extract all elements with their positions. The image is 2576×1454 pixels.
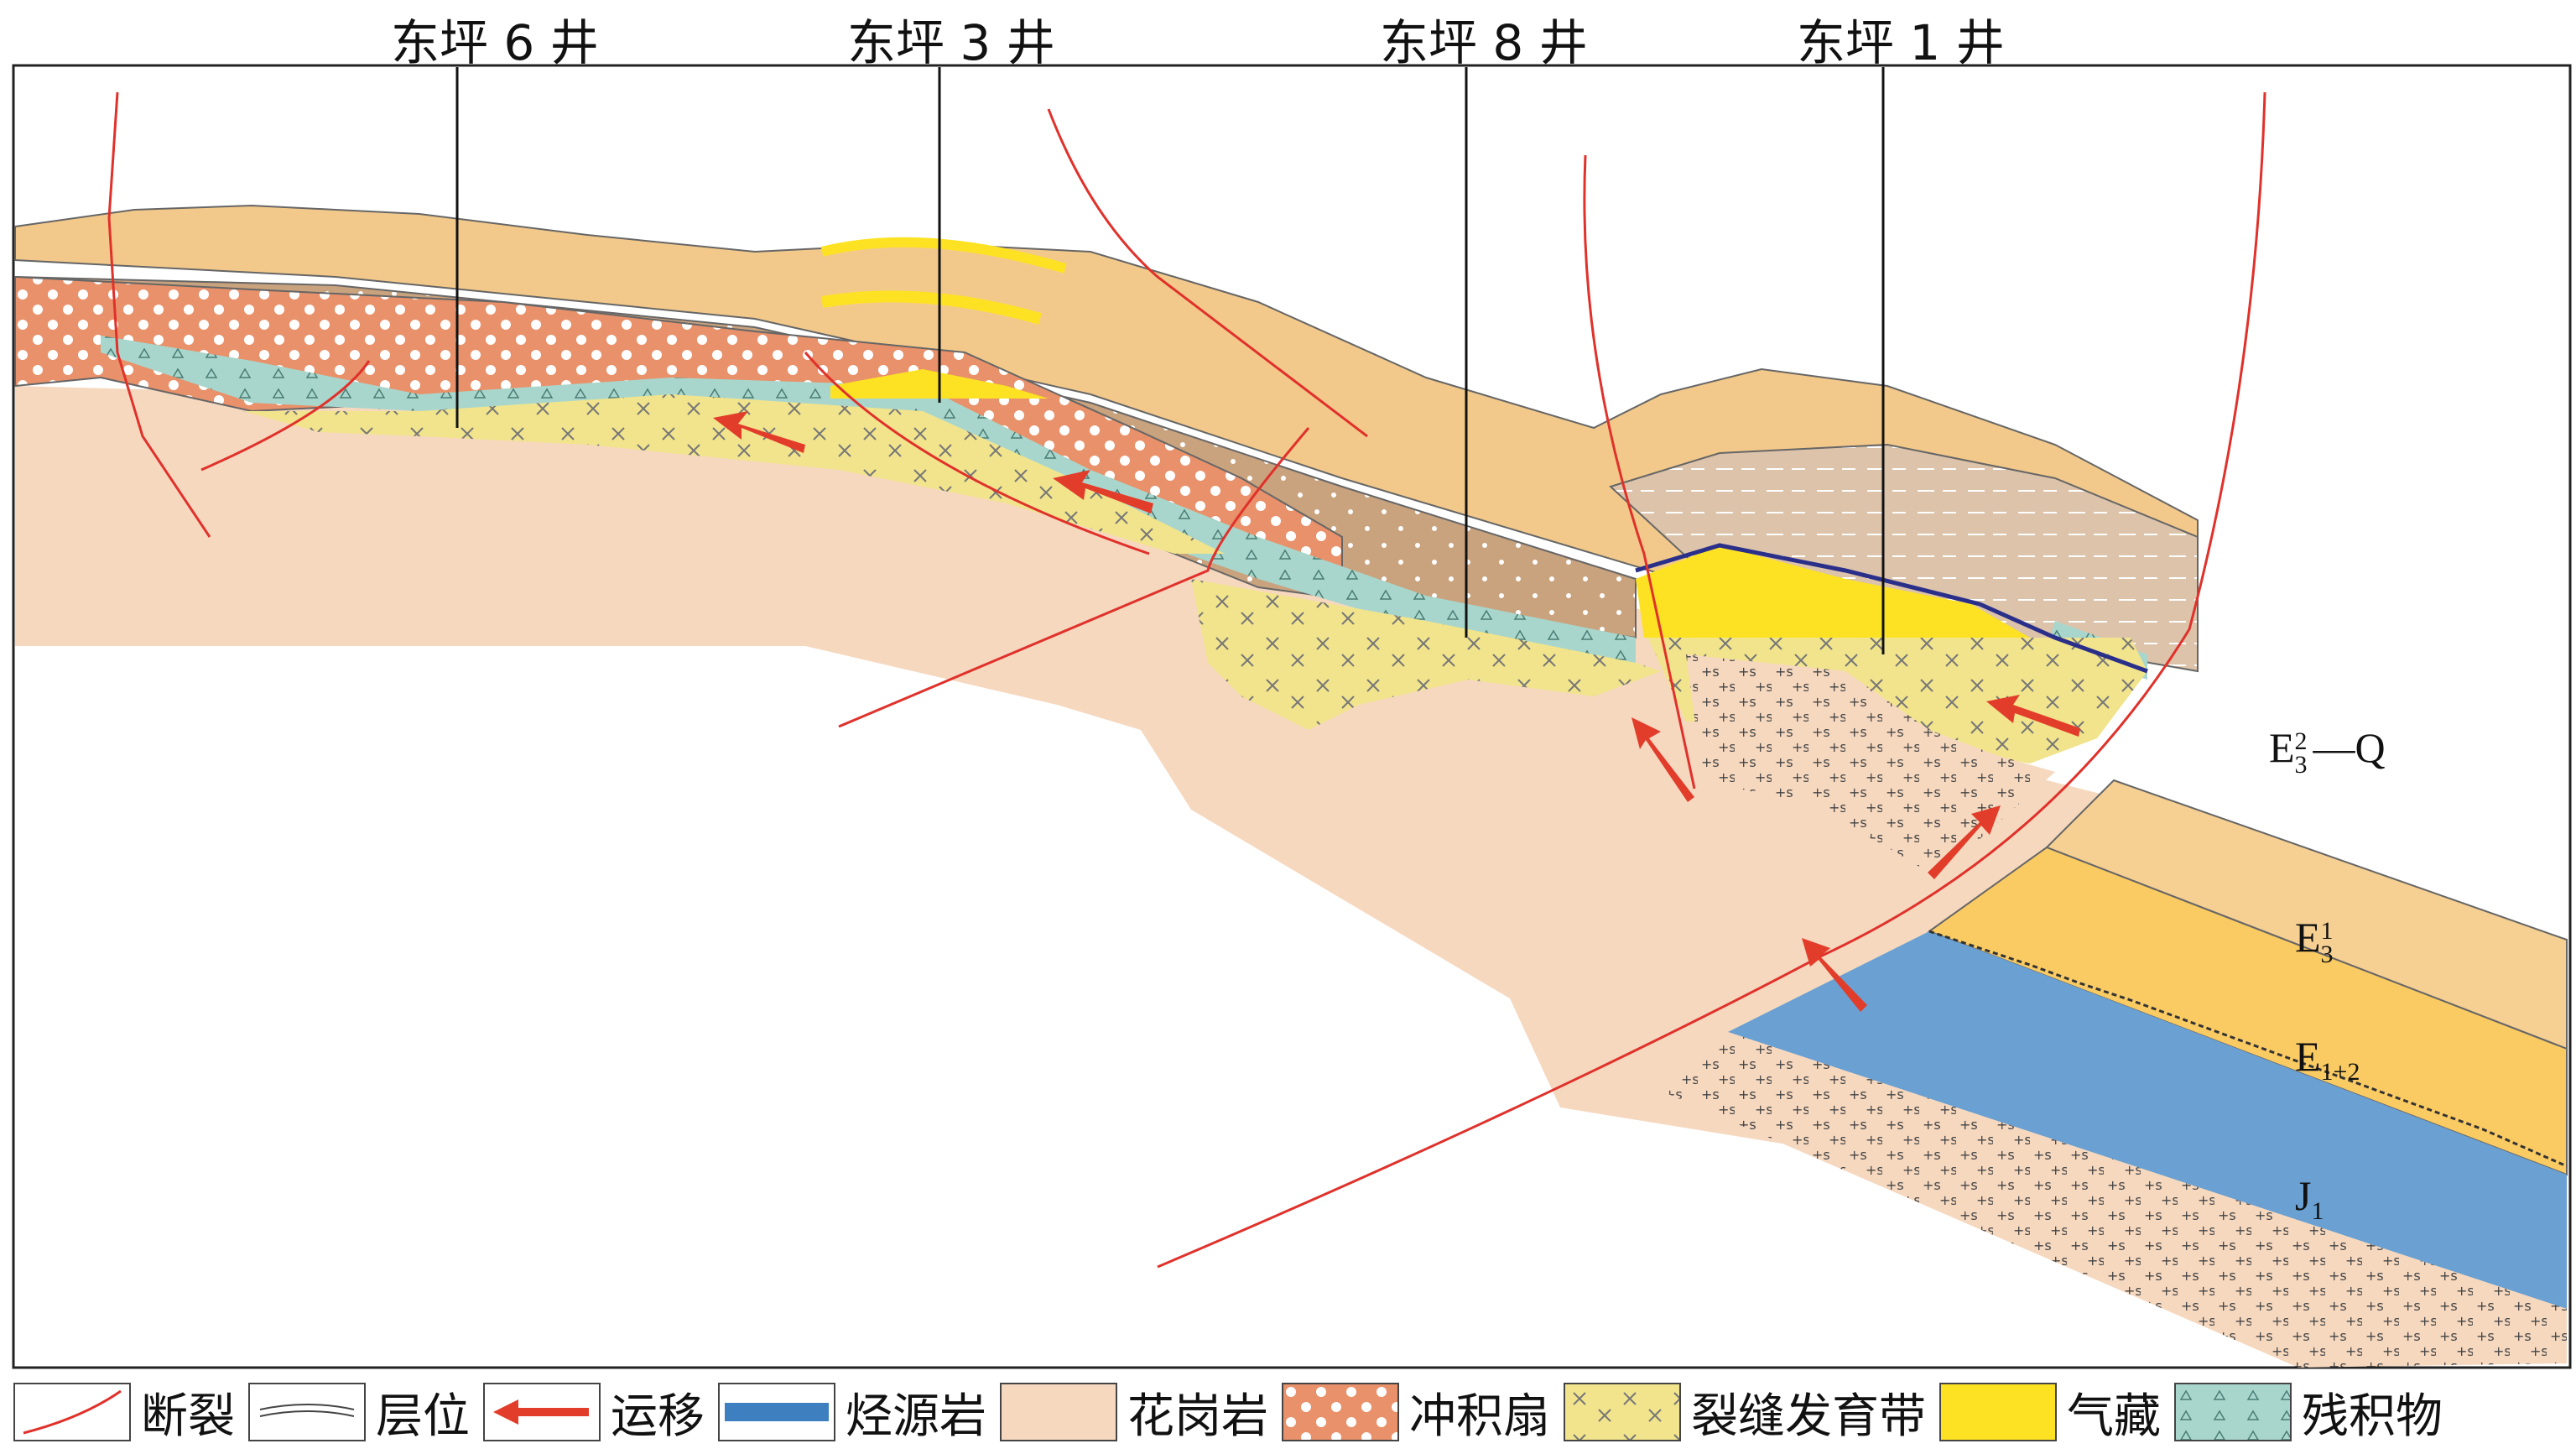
fracture-swatch [1564, 1383, 1681, 1441]
legend-label-migration: 运移 [611, 1389, 705, 1444]
fan-swatch [1282, 1383, 1399, 1441]
fault-f4 [200, 360, 371, 472]
residual-deposits [101, 336, 1636, 663]
migration-arrow-1 [713, 411, 805, 453]
fracture-zone-west [243, 394, 1225, 554]
well-label-dongping8: 东坪 8 井 [1380, 14, 1588, 71]
fault-f2 [1047, 108, 1368, 438]
legend-item-fan: 冲积扇 [1282, 1378, 1550, 1446]
layer-j1-granite-weathered [1661, 1032, 2567, 1368]
legend-item-source: 烃源岩 [718, 1378, 986, 1446]
residual-swatch [2174, 1383, 2292, 1441]
fault-f3 [804, 352, 1150, 555]
weathered-granite-east [1686, 654, 2055, 873]
unconformity-line [1928, 930, 2568, 1168]
layer-j1-source [1728, 931, 2567, 1309]
legend-label-gas: 气藏 [2067, 1389, 2161, 1444]
migration-arrow-6 [1802, 938, 1867, 1012]
legend-item-gas: 气藏 [1939, 1378, 2161, 1446]
legend-label-fan: 冲积扇 [1409, 1389, 1550, 1444]
fracture-zone-middle [1191, 579, 1661, 730]
legend-item-fault: 断裂 [13, 1378, 235, 1446]
upper-cover-layer [14, 204, 2199, 639]
source-rock-line [1635, 543, 2148, 674]
migration-arrow-4 [1631, 717, 1694, 802]
gas-reservoir-dongping1 [1636, 545, 2030, 638]
legend-label-fracture: 裂缝发育带 [1691, 1389, 1926, 1444]
migration-arrow-5 [1928, 805, 2001, 879]
legend-item-granite: 花岗岩 [1000, 1378, 1268, 1446]
legend-label-horizon: 层位 [376, 1389, 470, 1444]
source-swatch [718, 1383, 835, 1441]
migration-swatch [483, 1383, 601, 1441]
strat-label-e1-2: E1+2 [2295, 1033, 2360, 1086]
legend-label-source: 烃源岩 [846, 1389, 986, 1444]
gas-sliver-middle [820, 290, 1042, 325]
well-label-dongping6: 东坪 6 井 [391, 14, 599, 71]
legend: 断裂 层位 运移 烃源岩 花岗岩 冲积扇 裂缝发育带 气藏 [13, 1374, 2563, 1450]
fault-main [1157, 91, 2266, 1269]
horizon-swatch [248, 1383, 366, 1441]
legend-item-horizon: 层位 [248, 1378, 470, 1446]
migration-arrow-3 [1986, 695, 2080, 737]
legend-label-fault: 断裂 [141, 1389, 235, 1444]
migration-arrows [713, 411, 2080, 1012]
fracture-zone-east [1644, 629, 2147, 763]
well-label-dongping3: 东坪 3 井 [847, 14, 1055, 71]
well-label-dongping1: 东坪 1 井 [1797, 14, 2005, 71]
legend-label-residual: 残积物 [2302, 1389, 2443, 1444]
migration-arrow-2 [1053, 470, 1153, 513]
legend-item-migration: 运移 [483, 1378, 705, 1446]
fault-swatch [13, 1383, 131, 1441]
gas-swatch [1939, 1383, 2057, 1441]
strat-label-e3-q: E 2 3 —Q [2269, 724, 2386, 779]
granite-swatch [1000, 1383, 1117, 1441]
fault-f1 [107, 91, 211, 538]
legend-label-granite: 花岗岩 [1127, 1389, 1268, 1444]
legend-item-residual: 残积物 [2174, 1378, 2443, 1446]
strat-label-j1: J1 [2295, 1172, 2324, 1225]
gas-sliver-upper [820, 237, 1067, 274]
fault-f6 [838, 427, 1310, 728]
fault-f5 [1583, 154, 1696, 790]
legend-item-fracture: 裂缝发育带 [1564, 1378, 1926, 1446]
